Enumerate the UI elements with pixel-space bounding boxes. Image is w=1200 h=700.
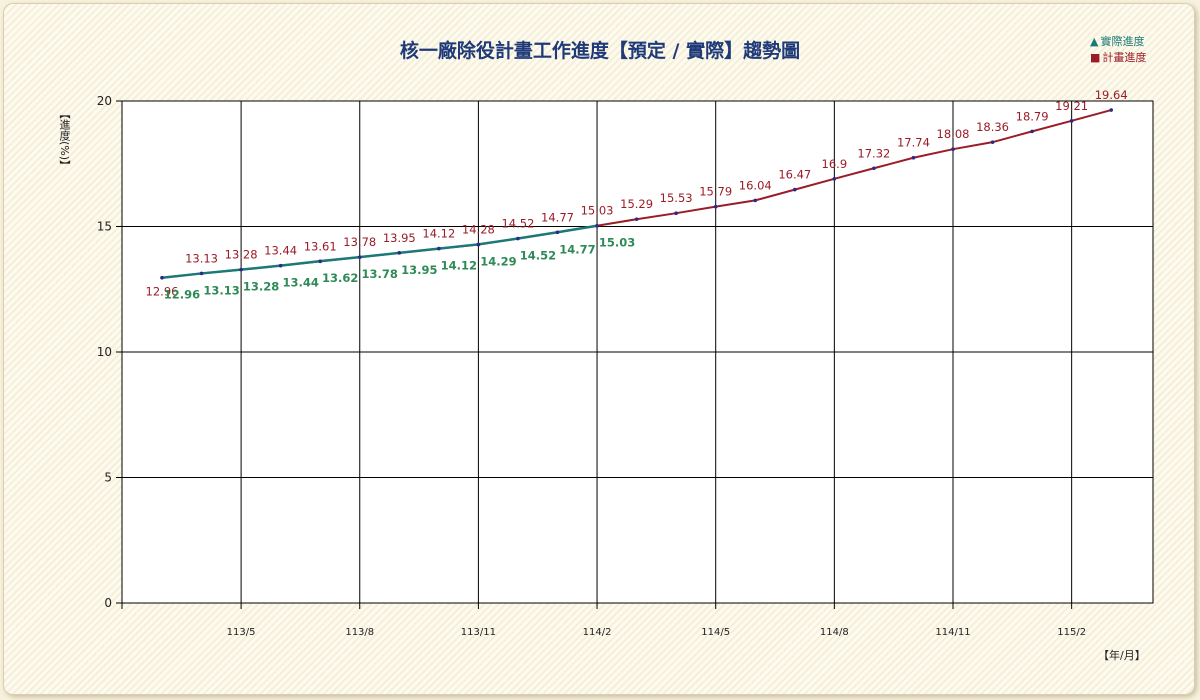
data-label-planned: 19.21 [1055, 99, 1088, 113]
data-point-actual [239, 268, 243, 272]
x-tick-label: 113/11 [461, 627, 496, 638]
data-point-planned [951, 147, 955, 151]
data-label-planned: 15.53 [660, 191, 693, 205]
legend: ▲ 實際進度 ■ 計畫進度 [1090, 33, 1146, 65]
data-label-actual: 13.95 [401, 263, 437, 277]
y-tick-label: 5 [104, 471, 112, 485]
data-label-planned: 14.77 [541, 210, 574, 224]
data-point-planned [793, 187, 797, 192]
data-label-planned: 13.61 [304, 239, 337, 253]
data-label-actual: 13.62 [322, 271, 358, 285]
data-label-planned: 14.52 [501, 217, 534, 231]
y-axis-label: 【進度(%)】 [58, 108, 71, 172]
data-point-actual [358, 255, 362, 259]
data-label-planned: 16.04 [739, 178, 772, 192]
data-label-actual: 14.77 [559, 242, 595, 256]
y-tick-label: 20 [97, 94, 112, 108]
legend-item-actual: ▲ 實際進度 [1090, 33, 1146, 49]
data-label-planned: 15.03 [581, 204, 614, 218]
data-label-planned: 13.95 [383, 231, 416, 245]
data-point-actual [318, 259, 322, 263]
data-label-actual: 13.28 [243, 280, 279, 294]
data-point-actual [595, 224, 599, 228]
data-point-planned [713, 204, 718, 209]
data-point-planned [1030, 129, 1034, 134]
y-tick-label: 15 [97, 220, 112, 234]
data-point-planned [753, 198, 758, 203]
data-label-planned: 14.28 [462, 223, 495, 237]
data-label-actual: 13.44 [282, 276, 318, 290]
data-point-planned [911, 155, 916, 160]
x-tick-label: 114/2 [583, 627, 612, 638]
data-point-actual [555, 230, 560, 234]
data-label-planned: 18.36 [976, 120, 1009, 134]
data-label-planned: 17.32 [857, 146, 890, 160]
legend-label-planned: 計畫進度 [1102, 51, 1147, 64]
data-label-planned: 16.9 [822, 157, 848, 171]
data-label-planned: 18.08 [937, 127, 970, 141]
data-label-actual: 14.12 [441, 259, 477, 273]
data-point-actual [160, 276, 164, 280]
chart-title: 核一廠除役計畫工作進度【預定 / 實際】趨勢圖 [399, 40, 801, 62]
data-label-planned: 13.13 [185, 251, 218, 265]
x-tick-label: 114/8 [820, 627, 849, 638]
data-label-planned: 12.96 [146, 285, 179, 299]
data-point-planned [674, 211, 678, 215]
x-tick-label: 113/8 [345, 627, 374, 638]
data-label-planned: 14.12 [422, 227, 455, 241]
data-label-planned: 16.47 [778, 168, 811, 182]
square-icon: ■ [1090, 50, 1101, 64]
y-tick-label: 0 [104, 596, 112, 610]
x-tick-label: 114/5 [701, 627, 730, 638]
data-label-planned: 13.78 [343, 235, 376, 249]
data-label-actual: 13.78 [362, 267, 398, 281]
data-point-actual [397, 251, 401, 255]
data-label-actual: 13.13 [203, 283, 239, 297]
data-point-actual [476, 242, 480, 246]
data-label-actual: 15.03 [599, 236, 635, 250]
data-point-actual [279, 264, 283, 268]
legend-label-actual: 實際進度 [1100, 35, 1145, 48]
data-point-planned [634, 217, 639, 222]
x-tick-label: 113/5 [227, 627, 256, 638]
y-tick-label: 10 [97, 345, 112, 359]
data-label-planned: 17.74 [897, 136, 930, 150]
data-point-actual [199, 271, 204, 276]
x-tick-label: 115/2 [1057, 627, 1086, 638]
x-axis-label: 【年/月】 [1098, 649, 1146, 662]
series-line-actual [161, 224, 598, 279]
data-label-planned: 18.79 [1016, 109, 1049, 123]
data-label-actual: 14.52 [520, 249, 556, 263]
data-point-planned [1109, 108, 1113, 112]
data-label-planned: 13.28 [225, 248, 258, 262]
data-label-planned: 19.64 [1095, 88, 1128, 102]
data-label-planned: 13.44 [264, 244, 297, 258]
x-tick-label: 114/11 [935, 627, 970, 638]
data-point-planned [1069, 119, 1074, 123]
data-point-actual [516, 236, 520, 241]
legend-item-planned: ■ 計畫進度 [1090, 49, 1146, 65]
triangle-icon: ▲ [1090, 34, 1099, 48]
data-label-planned: 15.29 [620, 197, 653, 211]
data-point-planned [872, 166, 876, 171]
data-point-planned [832, 177, 837, 181]
data-label-actual: 12.96 [164, 288, 200, 302]
data-point-planned [990, 140, 995, 144]
data-label-actual: 14.29 [480, 254, 516, 268]
data-label-planned: 15.79 [699, 185, 732, 199]
data-point-actual [437, 246, 441, 251]
